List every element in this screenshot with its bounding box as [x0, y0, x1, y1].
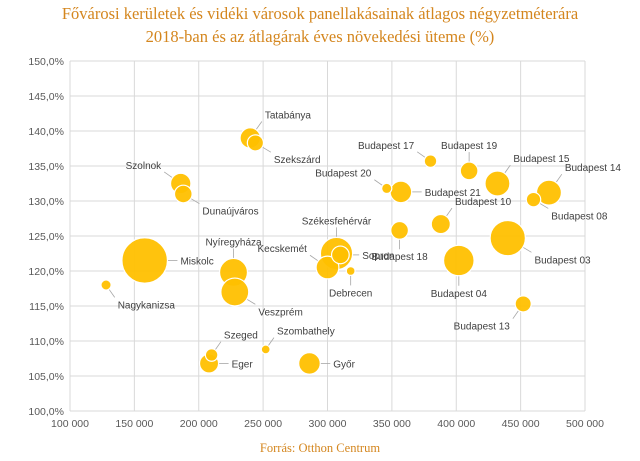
bubble-label: Eger [232, 359, 254, 370]
bubble-label: Tatabánya [265, 110, 312, 121]
bubble-sopron [330, 245, 350, 265]
x-tick-label: 450 000 [502, 418, 540, 430]
x-tick-label: 300 000 [309, 418, 347, 430]
bubble-label: Budapest 13 [454, 322, 511, 333]
bubble-label: Budapest 19 [441, 141, 498, 152]
chart-title-line-2: 2018-ban és az átlagárak éves növekedési… [145, 27, 495, 46]
bubble-nagykanizsa [100, 279, 112, 291]
bubble-label: Budapest 15 [513, 154, 570, 165]
bubble-label: Budapest 21 [425, 188, 482, 199]
leader-line [255, 121, 263, 130]
bubble-label: Nyíregyháza [205, 237, 262, 248]
leader-line [445, 207, 453, 217]
bubble-kecskem-t [315, 255, 340, 280]
bubble-label: Szombathely [277, 327, 335, 338]
leader-line [163, 171, 173, 178]
bubble-miskolc [121, 237, 169, 284]
bubble-label: Miskolc [180, 257, 213, 268]
bubble-label: Budapest 14 [565, 163, 622, 174]
leader-line [374, 179, 383, 186]
bubble-label: Győr [333, 359, 355, 370]
bubble-label: Szolnok [126, 161, 163, 172]
bubble-szombathely [260, 344, 271, 355]
bubble-label: Budapest 10 [455, 197, 512, 208]
bubble-label: Kecskemét [258, 244, 308, 255]
chart-source: Forrás: Otthon Centrum [259, 441, 381, 455]
x-tick-label: 150 000 [115, 418, 153, 430]
y-tick-label: 130,0% [28, 196, 64, 208]
leader-line [309, 254, 319, 262]
leader-line [504, 164, 511, 174]
bubble-budapest-20 [381, 182, 393, 195]
bubble-label: Nagykanizsa [118, 300, 176, 311]
y-tick-label: 120,0% [28, 266, 64, 278]
bubble-debrecen [345, 265, 356, 277]
y-tick-label: 100,0% [28, 406, 64, 418]
y-axis-tick-labels: 100,0% 105,0% 110,0% 115,0% 120,0% 125,0% 130,… [28, 56, 64, 418]
y-tick-label: 125,0% [28, 231, 64, 243]
chart-title-line-1: Fővárosi kerületek és vidéki városok pan… [61, 4, 579, 23]
leader-line [190, 198, 200, 205]
leader-line [214, 341, 222, 351]
y-tick-label: 150,0% [28, 56, 64, 68]
bubbles [100, 127, 563, 375]
bubble-label: Budapest 18 [372, 252, 429, 263]
y-tick-label: 105,0% [28, 371, 64, 383]
y-tick-label: 135,0% [28, 161, 64, 173]
bubble-label: Veszprém [258, 307, 302, 318]
bubble-label: Budapest 17 [358, 141, 415, 152]
x-tick-label: 100 000 [51, 418, 89, 430]
leader-line [539, 202, 549, 209]
x-tick-label: 350 000 [373, 418, 411, 430]
leader-line [267, 337, 275, 347]
bubble-szeged [204, 348, 219, 362]
bubble-label: Budapest 08 [551, 211, 608, 222]
bubble-veszpr-m [220, 277, 250, 307]
bubble-chart: 100,0% 105,0% 110,0% 115,0% 120,0% 125,0% 130,… [28, 56, 622, 430]
leader-line [108, 288, 116, 298]
leader-line [522, 246, 532, 253]
bubble-szeksz-rd [246, 134, 265, 152]
x-tick-label: 200 000 [180, 418, 218, 430]
bubble-label: Sopron [362, 251, 394, 262]
y-tick-label: 145,0% [28, 91, 64, 103]
bubble-gy-r [298, 352, 321, 375]
leader-line [246, 298, 256, 305]
bubble-label: Budapest 03 [534, 255, 591, 266]
bubble-label: Székesfehérvár [302, 216, 372, 227]
bubble-budapest-21 [389, 180, 413, 204]
bubble-budapest-19 [459, 161, 479, 181]
leader-line [416, 151, 426, 158]
y-tick-label: 140,0% [28, 126, 64, 138]
leader-line [555, 173, 563, 183]
bubble-budapest-17 [423, 154, 438, 168]
x-tick-label: 400 000 [437, 418, 475, 430]
bubble-budapest-10 [430, 213, 451, 235]
label-leader-lines [108, 121, 563, 364]
bubble-budapest-04 [442, 244, 475, 277]
x-tick-label: 250 000 [244, 418, 282, 430]
bubble-budapest-03 [489, 219, 526, 257]
bubble-budapest-13 [514, 295, 532, 313]
bubble-label: Debrecen [329, 288, 372, 299]
bubble-label: Dunaújváros [202, 207, 258, 218]
bubble-label: Budapest 20 [315, 169, 372, 180]
x-tick-label: 500 000 [566, 418, 604, 430]
x-axis-tick-labels: 100 000 150 000 200 000 250 000 300 000 350 0… [51, 418, 604, 430]
bubble-duna-jv-ros [173, 184, 193, 204]
y-tick-label: 110,0% [29, 336, 64, 348]
bubble-budapest-18 [390, 220, 410, 240]
y-tick-label: 115,0% [29, 301, 64, 313]
leader-line [512, 310, 519, 319]
bubble-label: Budapest 04 [431, 289, 488, 300]
leader-line [262, 146, 272, 153]
bubble-budapest-08 [525, 191, 542, 208]
bubble-label: Szekszárd [274, 155, 321, 166]
bubble-label: Szeged [224, 331, 258, 342]
bubble-budapest-15 [484, 170, 511, 197]
bubble-labels: Tatabánya Szekszárd Szolnok Dunaújváros Misk… [118, 110, 622, 370]
